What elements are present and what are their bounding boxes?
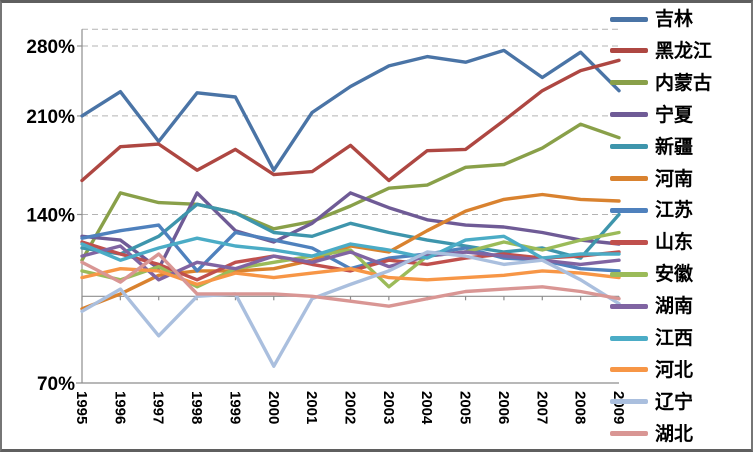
series-line-吉林 [80,48,621,172]
legend-label: 内蒙古 [655,71,713,94]
x-axis-label: 2001 [303,391,320,424]
legend-line-swatch [610,239,648,245]
legend-label: 江苏 [655,199,694,222]
x-axis-label: 1997 [150,391,167,424]
series-line-内蒙古 [80,122,621,262]
x-axis-label: 2006 [495,391,512,424]
legend-label: 新疆 [655,135,694,158]
series-line-江西 [80,234,621,262]
series-line-河北 [80,267,621,287]
x-axis-label: 1995 [73,391,90,424]
legend-item-河北: 河北 [610,358,751,381]
legend-line-swatch [610,144,648,150]
legend-item-内蒙古: 内蒙古 [610,71,751,94]
legend-line-swatch [610,176,648,181]
legend-line-swatch [610,303,648,309]
legend-item-江西: 江西 [610,327,751,349]
legend-item-吉林: 吉林 [610,8,751,30]
legend-item-江苏: 江苏 [610,199,751,222]
legend-line-swatch [610,271,648,277]
y-axis-label: 280% [26,37,75,58]
legend-line-swatch [610,399,648,405]
legend-item-辽宁: 辽宁 [610,390,751,413]
legend-label: 宁夏 [655,103,694,126]
plot-area: 280% 210% 140% 70%1995 1996 1997 1998 1999 2000 2… [26,28,627,425]
x-axis-label: 2000 [265,391,282,424]
series-line-湖北 [80,252,621,308]
legend-label: 湖北 [655,422,694,445]
legend-label: 辽宁 [655,390,694,413]
legend-item-湖南: 湖南 [610,295,751,318]
legend-label: 山东 [655,231,694,254]
series-line-辽宁 [80,250,621,368]
legend-item-宁夏: 宁夏 [610,103,751,126]
x-axis-label: 1998 [188,391,205,424]
x-axis-label: 2002 [342,391,359,424]
x-axis-label: 2007 [533,391,550,424]
series-line-黑龙江 [80,58,621,183]
legend-item-安徽: 安徽 [610,263,751,286]
legend-label: 吉林 [655,8,694,30]
y-axis-label: 70% [37,374,75,395]
legend-line-swatch [610,431,648,437]
legend-label: 黑龙江 [655,39,713,62]
x-axis-label: 2008 [572,391,589,424]
y-axis-label: 140% [26,206,75,227]
legend-line-swatch [610,112,648,118]
legend-line-swatch [610,80,648,86]
legend-line-swatch [610,335,648,341]
x-axis-label: 2005 [457,391,474,424]
legend-item-黑龙江: 黑龙江 [610,39,751,62]
x-axis-label: 1999 [226,391,243,424]
legend-label: 河南 [655,167,694,190]
legend-item-湖北: 湖北 [610,422,751,445]
legend: 吉林黑龙江内蒙古宁夏新疆河南江苏山东安徽湖南江西河北辽宁湖北 [610,3,751,449]
legend-label: 安徽 [655,263,694,286]
x-axis-label: 1996 [111,391,128,424]
legend-line-swatch [610,16,648,22]
x-axis-label: 2003 [380,391,397,424]
legend-item-新疆: 新疆 [610,135,751,158]
legend-label: 河北 [655,358,694,381]
legend-label: 湖南 [655,295,694,318]
y-axis-label: 210% [26,107,75,128]
legend-item-河南: 河南 [610,167,751,190]
legend-label: 江西 [655,327,694,349]
legend-line-swatch [610,48,648,54]
legend-item-山东: 山东 [610,231,751,254]
legend-line-swatch [610,367,648,373]
x-axis-label: 2004 [418,391,435,425]
legend-line-swatch [610,207,648,213]
